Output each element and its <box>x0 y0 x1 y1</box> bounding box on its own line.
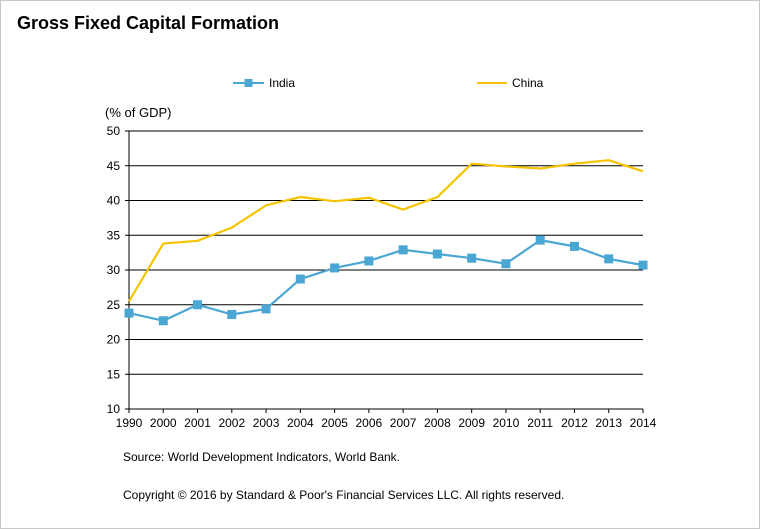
x-tick-label-2002: 2002 <box>218 416 245 430</box>
legend-china-label: China <box>512 76 544 90</box>
x-tick-label-2005: 2005 <box>321 416 348 430</box>
y-tick-label-15: 15 <box>107 367 121 381</box>
y-tick-label-45: 45 <box>107 159 121 173</box>
x-tick-label-2006: 2006 <box>356 416 383 430</box>
point-india-2004 <box>296 275 305 284</box>
x-tick-label-2008: 2008 <box>424 416 451 430</box>
point-india-2010 <box>501 259 510 268</box>
legend: India China <box>233 76 544 90</box>
legend-india-label: India <box>269 76 295 90</box>
series-lines <box>125 160 648 325</box>
point-india-2001 <box>193 300 202 309</box>
y-tick-label-35: 35 <box>107 228 121 242</box>
y-tick-label-40: 40 <box>107 194 121 208</box>
x-tick-label-2010: 2010 <box>493 416 520 430</box>
point-india-2003 <box>262 304 271 313</box>
y-tick-label-30: 30 <box>107 263 121 277</box>
x-tick-label-2003: 2003 <box>253 416 280 430</box>
point-india-2006 <box>364 256 373 265</box>
x-tick-label-1990: 1990 <box>116 416 143 430</box>
point-india-2008 <box>433 250 442 259</box>
x-tick-label-2013: 2013 <box>595 416 622 430</box>
y-tick-label-10: 10 <box>107 402 121 416</box>
x-tick-label-2012: 2012 <box>561 416 588 430</box>
point-india-2014 <box>639 261 648 270</box>
point-india-2005 <box>330 263 339 272</box>
point-india-2002 <box>227 310 236 319</box>
point-india-1990 <box>125 309 134 318</box>
x-tick-label-2009: 2009 <box>458 416 485 430</box>
point-india-2013 <box>604 254 613 263</box>
gridlines <box>129 131 643 409</box>
point-india-2007 <box>399 245 408 254</box>
x-tick-label-2014: 2014 <box>630 416 657 430</box>
x-tick-label-2011: 2011 <box>527 416 553 430</box>
x-tick-label-2004: 2004 <box>287 416 314 430</box>
legend-india-marker <box>245 79 253 87</box>
series-line-china <box>129 160 643 301</box>
series-line-india <box>129 240 643 321</box>
y-axis-label: (% of GDP) <box>105 105 171 120</box>
y-tick-label-25: 25 <box>107 298 121 312</box>
y-axis-ticks: 10 15 20 25 30 35 40 45 50 <box>107 124 129 416</box>
x-tick-label-2001: 2001 <box>184 416 211 430</box>
y-tick-label-50: 50 <box>107 124 121 138</box>
y-tick-label-20: 20 <box>107 333 121 347</box>
x-tick-label-2000: 2000 <box>150 416 177 430</box>
x-tick-label-2007: 2007 <box>390 416 417 430</box>
x-axis-ticks: 1990 2000 2001 2002 2003 2004 2005 2006 2007 2008… <box>116 409 657 430</box>
point-india-2011 <box>536 236 545 245</box>
point-india-2012 <box>570 242 579 251</box>
copyright-note: Copyright © 2016 by Standard & Poor's Fi… <box>123 488 564 502</box>
source-note: Source: World Development Indicators, Wo… <box>123 450 400 464</box>
point-india-2009 <box>467 254 476 263</box>
point-india-2000 <box>159 316 168 325</box>
